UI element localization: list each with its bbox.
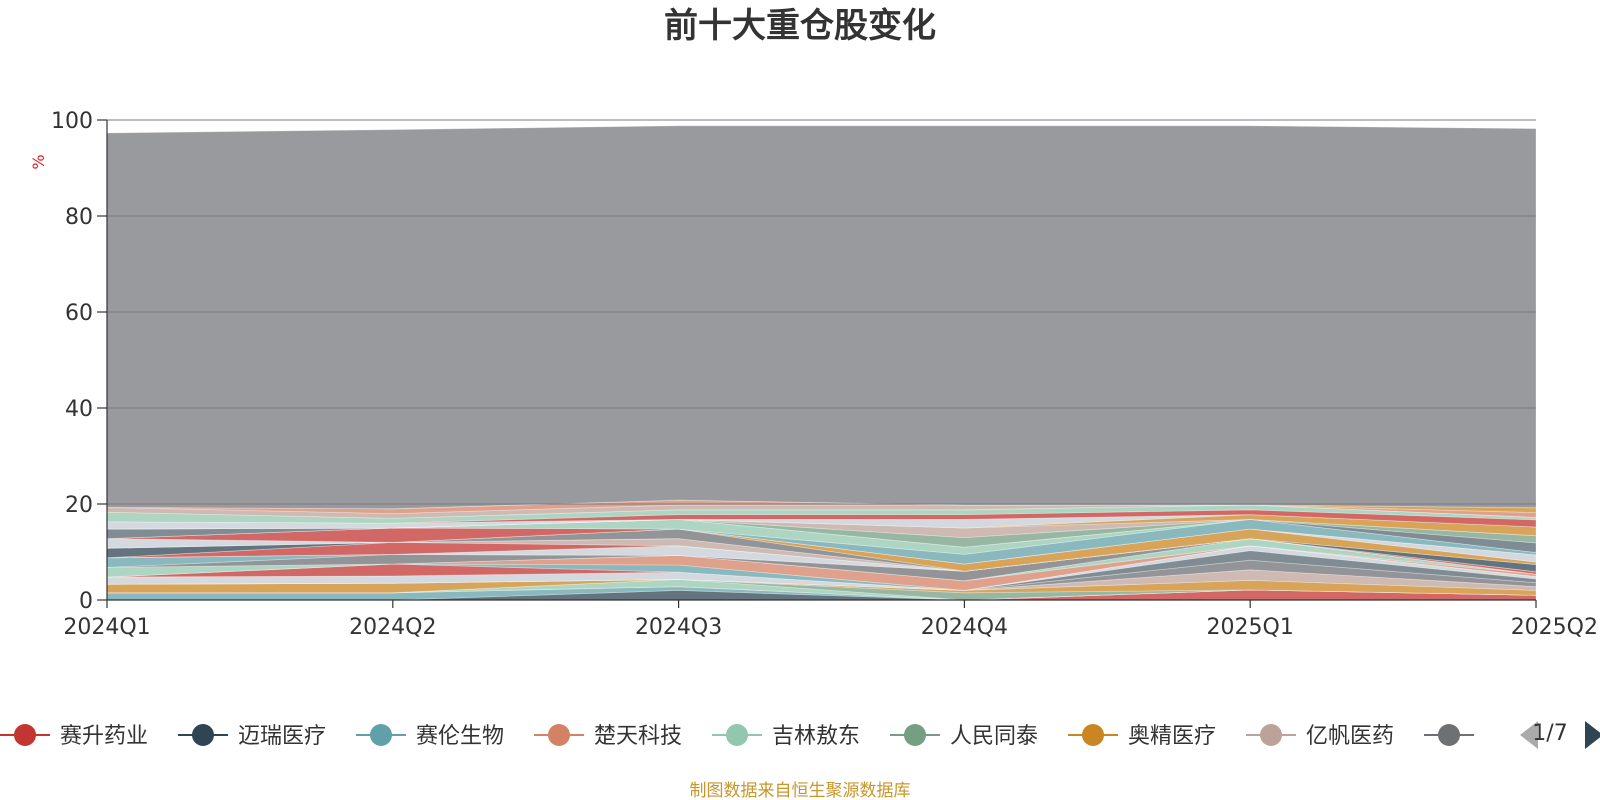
legend-page-indicator: 1/7 <box>1532 721 1567 746</box>
y-tick-label: 20 <box>65 493 93 518</box>
y-axis-unit-label: % <box>29 154 48 169</box>
legend-label: 楚天科技 <box>594 724 682 749</box>
legend-item[interactable]: 人民同泰 <box>890 724 1038 749</box>
grid-lines <box>107 119 1536 505</box>
x-axis: 2024Q1 2024Q2 2024Q3 2024Q4 2025Q1 2025Q2 <box>63 600 1598 640</box>
y-axis: 0 20 40 60 80 100 <box>51 109 107 614</box>
legend-marker-icon <box>726 724 748 746</box>
legend-item[interactable] <box>1424 724 1474 746</box>
legend-marker-icon <box>1082 724 1104 746</box>
legend-label: 奥精医疗 <box>1128 724 1216 749</box>
y-tick-label: 0 <box>79 589 93 614</box>
legend-marker-icon <box>1260 724 1282 746</box>
legend-marker-icon <box>370 724 392 746</box>
legend-label: 赛升药业 <box>60 724 148 749</box>
x-tick-label: 2024Q4 <box>921 615 1008 640</box>
area-series-38 <box>106 125 1537 510</box>
legend-item[interactable]: 赛伦生物 <box>356 724 504 749</box>
axes <box>106 120 1536 601</box>
y-tick-label: 40 <box>65 397 93 422</box>
x-tick-label: 2024Q2 <box>349 615 436 640</box>
x-tick-label: 2024Q1 <box>63 615 150 640</box>
legend[interactable]: 赛升药业 迈瑞医疗 赛伦生物 楚天科技 吉林敖东 人民同泰 奥精医疗 亿帆医药 <box>0 724 1474 749</box>
legend-prev-page-icon[interactable] <box>1520 721 1538 749</box>
data-source-note: 制图数据来自恒生聚源数据库 <box>690 781 911 800</box>
legend-item[interactable]: 奥精医疗 <box>1068 724 1216 749</box>
legend-item[interactable]: 赛升药业 <box>0 724 148 749</box>
legend-marker-icon <box>904 724 926 746</box>
legend-pager: 1/7 <box>1520 721 1600 749</box>
y-tick-label: 100 <box>51 109 93 134</box>
legend-marker-icon <box>1438 724 1460 746</box>
area-series-23 <box>106 528 1537 572</box>
legend-marker-icon <box>192 724 214 746</box>
y-tick-label: 60 <box>65 301 93 326</box>
legend-next-page-icon[interactable] <box>1585 721 1600 749</box>
legend-label: 迈瑞医疗 <box>238 724 326 749</box>
x-tick-label: 2025Q1 <box>1207 615 1294 640</box>
chart-title: 前十大重仓股变化 <box>664 6 936 46</box>
area-series-33 <box>106 509 1537 528</box>
legend-label: 亿帆医药 <box>1306 724 1394 749</box>
plot-area <box>106 125 1537 601</box>
legend-item[interactable]: 迈瑞医疗 <box>178 724 326 749</box>
legend-label: 人民同泰 <box>950 724 1038 749</box>
legend-marker-icon <box>14 724 36 746</box>
legend-label: 吉林敖东 <box>772 724 860 749</box>
legend-item[interactable]: 亿帆医药 <box>1246 724 1394 749</box>
legend-label: 赛伦生物 <box>416 724 504 749</box>
x-tick-label: 2024Q3 <box>635 615 722 640</box>
y-tick-label: 80 <box>65 205 93 230</box>
x-tick-label: 2025Q2 <box>1511 615 1598 640</box>
legend-item[interactable]: 楚天科技 <box>534 724 682 749</box>
legend-item[interactable]: 吉林敖东 <box>712 724 860 749</box>
area-series-19 <box>106 538 1537 575</box>
legend-marker-icon <box>548 724 570 746</box>
